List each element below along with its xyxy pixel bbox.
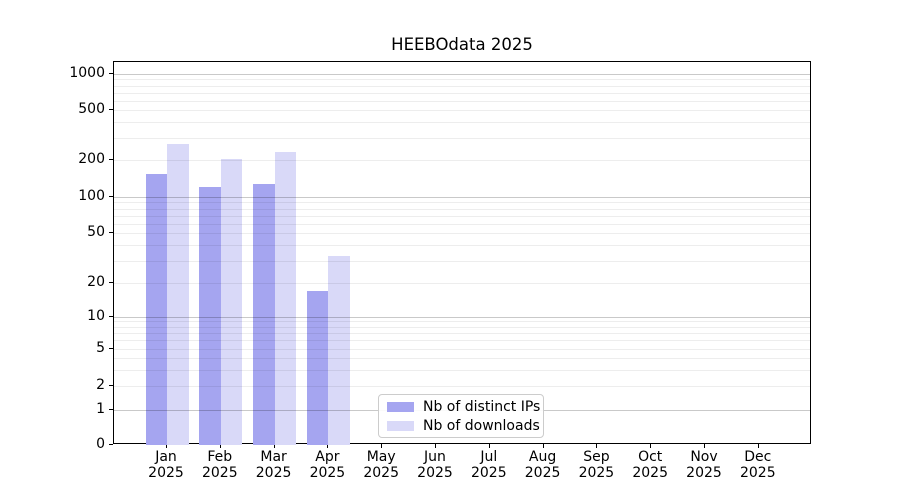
x-tick-label: Dec 2025: [739, 449, 776, 481]
minor-gridline: [114, 215, 810, 217]
y-tick-label: 20: [87, 274, 105, 290]
major-gridline: [114, 74, 810, 75]
minor-gridline: [114, 122, 810, 124]
y-tick-mark: [109, 315, 113, 317]
bar-downloads: [328, 255, 350, 445]
y-tick-label: 500: [78, 101, 105, 117]
y-tick-label: 5: [96, 340, 105, 356]
y-tick-mark: [109, 444, 113, 445]
legend-swatch-downloads-icon: [387, 420, 414, 431]
x-tick-label: Jan 2025: [148, 449, 184, 481]
legend-item-downloads: Nb of downloads: [387, 417, 540, 434]
bar-distinct-ips: [253, 183, 275, 445]
minor-gridline: [114, 260, 810, 262]
bar-downloads: [274, 152, 297, 445]
y-tick-mark: [109, 232, 113, 233]
legend-label-distinct-ips: Nb of distinct IPs: [423, 398, 541, 415]
x-tick-label: Sep 2025: [578, 449, 615, 481]
legend-swatch-distinct-ips-icon: [387, 401, 414, 412]
x-tick-label: Oct 2025: [632, 449, 669, 481]
bar-downloads: [220, 158, 243, 445]
y-tick-mark: [109, 385, 113, 386]
x-tick-mark: [757, 444, 759, 448]
bar-downloads: [167, 143, 189, 445]
y-tick-label: 100: [78, 188, 105, 204]
minor-gridline: [114, 160, 810, 161]
y-tick-mark: [109, 196, 113, 197]
legend: Nb of distinct IPs Nb of downloads: [378, 394, 544, 438]
x-tick-mark: [166, 444, 167, 448]
y-tick-label: 10: [87, 307, 105, 324]
x-tick-label: Jun 2025: [417, 449, 453, 481]
x-tick-mark: [435, 444, 436, 448]
x-tick-mark: [704, 444, 705, 448]
minor-gridline: [114, 349, 810, 350]
minor-gridline: [114, 137, 810, 139]
x-tick-mark: [273, 444, 275, 448]
x-tick-mark: [327, 444, 329, 448]
bar-distinct-ips: [199, 187, 221, 445]
bar-distinct-ips: [306, 290, 329, 445]
x-tick-mark: [488, 444, 490, 448]
minor-gridline: [114, 100, 810, 102]
bar-distinct-ips: [145, 173, 167, 445]
y-tick-label: 1000: [69, 65, 105, 81]
y-tick-mark: [109, 159, 113, 160]
minor-gridline: [114, 283, 810, 284]
x-tick-mark: [650, 444, 652, 448]
x-tick-label: Apr 2025: [309, 449, 346, 481]
minor-gridline: [114, 358, 810, 359]
x-tick-label: Nov 2025: [686, 449, 722, 481]
x-tick-mark: [542, 444, 544, 448]
minor-gridline: [114, 110, 810, 111]
x-tick-label: May 2025: [363, 449, 400, 481]
minor-gridline: [114, 223, 810, 225]
minor-gridline: [114, 321, 810, 323]
y-tick-mark: [109, 408, 113, 410]
minor-gridline: [114, 79, 810, 81]
x-tick-label: Jul 2025: [470, 449, 507, 481]
minor-gridline: [114, 245, 810, 247]
y-tick-mark: [109, 73, 113, 74]
chart-title: HEEBOdata 2025: [391, 35, 533, 54]
major-gridline: [114, 316, 810, 318]
y-tick-mark: [109, 109, 113, 110]
minor-gridline: [114, 326, 810, 328]
major-gridline: [114, 197, 810, 198]
minor-gridline: [114, 92, 810, 94]
plot-area: [113, 61, 811, 445]
x-tick-mark: [596, 444, 598, 448]
y-tick-label: 50: [87, 224, 105, 240]
y-tick-label: 1: [96, 400, 105, 417]
minor-gridline: [114, 333, 810, 335]
x-tick-label: Mar 2025: [255, 449, 292, 481]
minor-gridline: [114, 208, 810, 210]
y-tick-mark: [109, 348, 113, 349]
minor-gridline: [114, 233, 810, 234]
y-tick-label: 2: [96, 377, 105, 393]
y-tick-label: 0: [96, 436, 105, 452]
x-tick-mark: [219, 444, 221, 448]
minor-gridline: [114, 386, 810, 387]
minor-gridline: [114, 85, 810, 87]
x-tick-mark: [381, 444, 383, 448]
y-tick-label: 200: [78, 151, 105, 167]
minor-gridline: [114, 340, 810, 342]
y-tick-mark: [109, 282, 113, 283]
minor-gridline: [114, 202, 810, 204]
x-tick-label: Aug 2025: [524, 449, 561, 481]
legend-item-distinct-ips: Nb of distinct IPs: [387, 398, 540, 415]
x-tick-label: Feb 2025: [201, 449, 238, 481]
minor-gridline: [114, 369, 810, 371]
legend-label-downloads: Nb of downloads: [423, 417, 540, 434]
